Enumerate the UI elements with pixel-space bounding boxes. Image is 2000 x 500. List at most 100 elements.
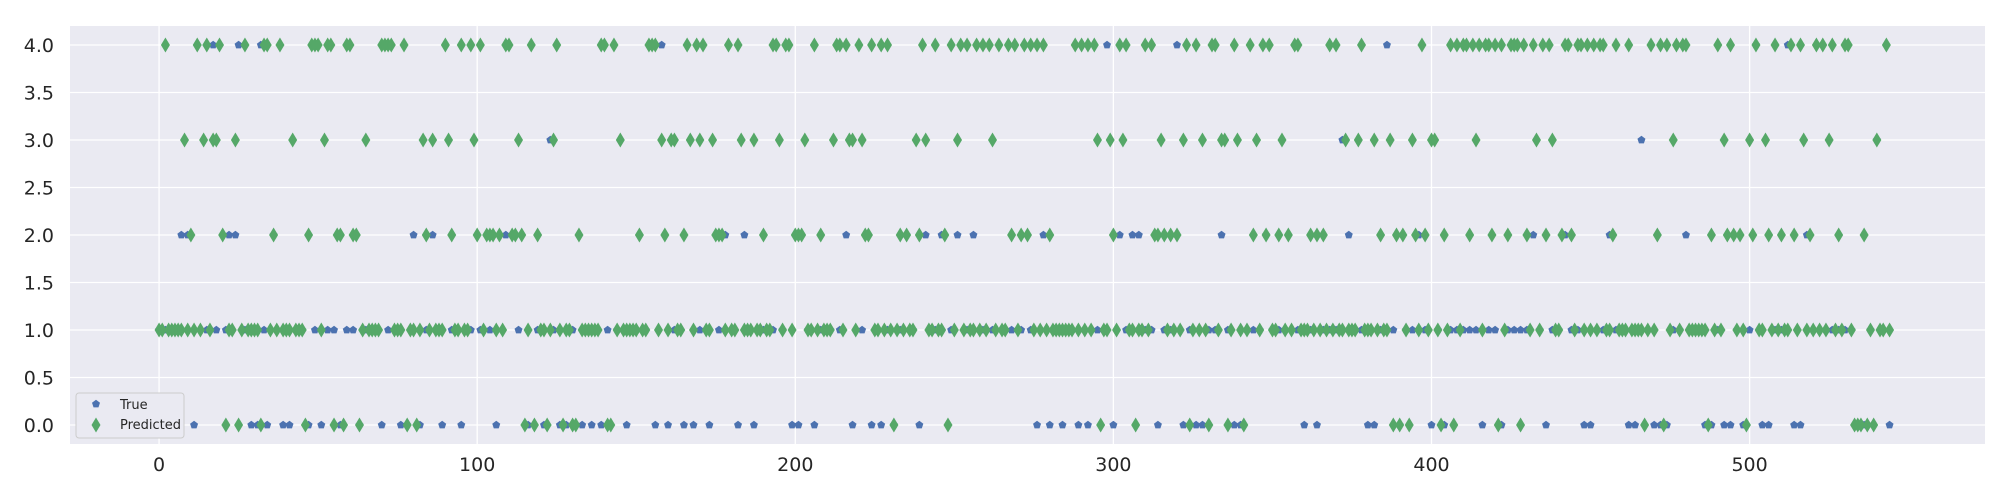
predicted-point [660, 227, 670, 243]
predicted-point [612, 322, 622, 338]
predicted-point [160, 37, 170, 53]
true-point [190, 420, 199, 429]
predicted-point [1525, 322, 1535, 338]
predicted-point [1805, 227, 1815, 243]
predicted-point [968, 322, 978, 338]
predicted-point [1274, 227, 1284, 243]
predicted-point [1700, 322, 1710, 338]
true-point [1153, 420, 1162, 429]
predicted-point [863, 227, 873, 243]
predicted-point [918, 37, 928, 53]
true-point [734, 420, 743, 429]
predicted-point [898, 322, 908, 338]
predicted-point [437, 322, 447, 338]
predicted-point [1083, 37, 1093, 53]
predicted-point [230, 132, 240, 148]
predicted-point [1376, 227, 1386, 243]
predicted-point [1512, 37, 1522, 53]
predicted-point [1646, 37, 1656, 53]
predicted-point [1140, 37, 1150, 53]
predicted-point [1255, 322, 1265, 338]
predicted-point [262, 37, 272, 53]
predicted-point [529, 417, 539, 433]
predicted-point [1086, 322, 1096, 338]
predicted-point [1191, 37, 1201, 53]
predicted-point [1016, 227, 1026, 243]
predicted-point [774, 132, 784, 148]
true-point [587, 420, 596, 429]
predicted-point [1312, 227, 1322, 243]
predicted-point [606, 417, 616, 433]
predicted-point [494, 227, 504, 243]
predicted-point [1544, 37, 1554, 53]
predicted-point [1178, 132, 1188, 148]
legend: True Predicted [75, 392, 185, 439]
predicted-point [1137, 322, 1147, 338]
predicted-point [1000, 322, 1010, 338]
predicted-point [1112, 322, 1122, 338]
true-point [1179, 420, 1188, 429]
predicted-point [1302, 322, 1312, 338]
predicted-point [192, 37, 202, 53]
predicted-point [545, 322, 555, 338]
x-tick-label: 300 [1095, 454, 1131, 476]
true-point [689, 420, 698, 429]
predicted-point [418, 132, 428, 148]
predicted-point [555, 322, 565, 338]
predicted-point [879, 322, 889, 338]
predicted-point [889, 417, 899, 433]
predicted-point [835, 37, 845, 53]
predicted-point [1232, 132, 1242, 148]
true-point [1230, 420, 1239, 429]
predicted-point [402, 417, 412, 433]
true-point [1007, 325, 1016, 334]
true-point [1758, 420, 1767, 429]
legend-box [75, 392, 185, 439]
predicted-point [304, 227, 314, 243]
true-point [1173, 40, 1181, 49]
predicted-point [876, 37, 886, 53]
predicted-point [1322, 322, 1332, 338]
predicted-point [902, 227, 912, 243]
true-point [1389, 325, 1398, 334]
predicted-point [883, 37, 893, 53]
predicted-point [1156, 132, 1166, 148]
predicted-point [447, 227, 457, 243]
predicted-point [816, 227, 826, 243]
predicted-point [733, 37, 743, 53]
predicted-point [1786, 37, 1796, 53]
predicted-point [211, 132, 221, 148]
predicted-point [1487, 227, 1497, 243]
predicted-point [1439, 227, 1449, 243]
predicted-point [1881, 37, 1891, 53]
predicted-point [1185, 417, 1195, 433]
predicted-point [657, 132, 667, 148]
predicted-point [1767, 322, 1777, 338]
predicted-point [1172, 227, 1182, 243]
predicted-point [1885, 322, 1895, 338]
predicted-point [825, 322, 835, 338]
true-point [438, 420, 447, 429]
predicted-point [1799, 132, 1809, 148]
predicted-point [778, 322, 788, 338]
predicted-point [1162, 322, 1172, 338]
predicted-point [1306, 227, 1316, 243]
predicted-point [1411, 227, 1421, 243]
true-point [848, 420, 857, 429]
predicted-point [326, 37, 336, 53]
predicted-point [1442, 322, 1452, 338]
true-point [1363, 420, 1372, 429]
predicted-point [1369, 132, 1379, 148]
predicted-point [183, 322, 193, 338]
predicted-point [1773, 322, 1783, 338]
predicted-point [631, 322, 641, 338]
predicted-point [1538, 37, 1548, 53]
predicted-point [421, 227, 431, 243]
predicted-point [634, 227, 644, 243]
predicted-point [218, 227, 228, 243]
predicted-point [237, 322, 247, 338]
predicted-point [692, 37, 702, 53]
predicted-point [1201, 322, 1211, 338]
predicted-point [857, 132, 867, 148]
true-point [384, 325, 393, 334]
